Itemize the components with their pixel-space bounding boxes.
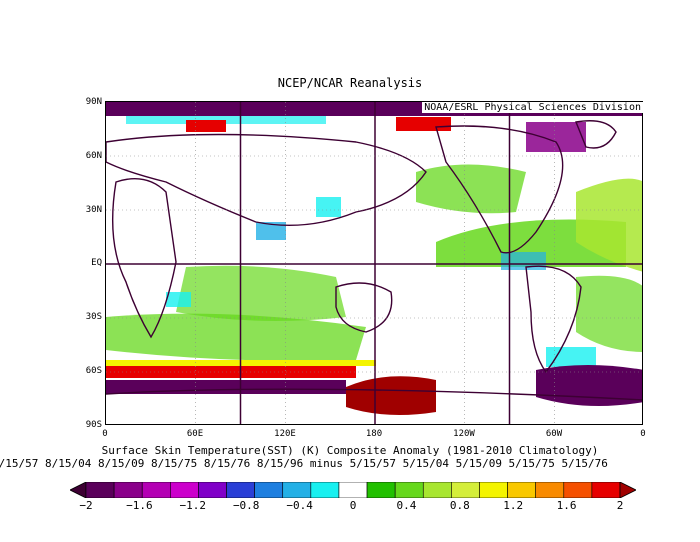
colorbar-swatch xyxy=(422,482,452,498)
cool-patch xyxy=(316,197,341,217)
colorbar-tick-label: 0.4 xyxy=(396,499,417,512)
colorbar-swatch xyxy=(366,482,396,498)
colorbar-swatch xyxy=(141,482,171,498)
cool-patch xyxy=(166,292,191,307)
plot-title: NCEP/NCAR Reanalysis xyxy=(277,76,423,90)
antarctica-outline xyxy=(106,388,642,401)
lon-label: 0 xyxy=(102,429,108,439)
lat-label: 90N xyxy=(85,97,102,107)
south-america-outline xyxy=(525,265,582,374)
colorbar-swatch xyxy=(591,482,621,498)
lon-label: 120E xyxy=(274,429,296,439)
caption-dates: 7/15/57 8/15/04 8/15/09 8/15/75 8/15/76 … xyxy=(0,457,608,470)
south-atlantic-warm xyxy=(576,275,642,352)
colorbar-swatch xyxy=(563,482,593,498)
lat-label: 60N xyxy=(85,151,102,161)
colorbar-swatch xyxy=(254,482,284,498)
colorbar-tick-label: −1.6 xyxy=(126,499,153,512)
colorbar-swatch xyxy=(394,482,424,498)
lon-label: 60W xyxy=(545,429,563,439)
colorbar-tick-label: 1.6 xyxy=(556,499,577,512)
lat-label: 30N xyxy=(85,205,102,215)
colorbar-swatch xyxy=(85,482,115,498)
colorbar-tick-label: −1.2 xyxy=(179,499,207,512)
map-svg xyxy=(106,102,642,424)
australia-outline xyxy=(335,282,393,333)
lat-label: 60S xyxy=(85,366,102,376)
cool-patch xyxy=(501,252,546,270)
colorbar-swatch xyxy=(282,482,312,498)
colorbar-swatch xyxy=(338,482,368,498)
colorbar xyxy=(70,482,636,498)
colorbar-tick-label: −0.4 xyxy=(286,499,313,512)
colorbar-swatch xyxy=(507,482,536,498)
colorbar-swatch xyxy=(451,482,480,498)
lon-label: 180 xyxy=(365,429,383,439)
colorbar-tick-label: 2 xyxy=(616,499,624,512)
lat-label: 30S xyxy=(85,312,102,322)
colorbar-swatch xyxy=(479,482,508,498)
caption-variable: Surface Skin Temperature(SST) (K) Compos… xyxy=(101,444,599,457)
lon-label: 60E xyxy=(186,429,204,439)
arctic-red-patch xyxy=(186,120,226,132)
colorbar-swatch xyxy=(113,482,143,498)
colorbar-tick-label: 0 xyxy=(349,499,357,512)
lat-label: EQ xyxy=(91,258,102,268)
credit-label: NOAA/ESRL Physical Sciences Division xyxy=(422,102,643,113)
africa-outline xyxy=(111,178,177,339)
coastlines xyxy=(106,120,642,401)
lon-label: 0 xyxy=(640,429,646,439)
anomaly-shading xyxy=(106,102,642,416)
greenland-outline xyxy=(575,120,617,149)
colorbar-tick-label: 0.8 xyxy=(449,499,470,512)
colorbar-tick-label: −2 xyxy=(79,499,93,512)
weddell-cold xyxy=(536,365,642,406)
arctic-red-patch xyxy=(396,117,451,131)
minor-grid xyxy=(106,102,642,424)
colorbar-swatch xyxy=(310,482,340,498)
colorbar-arrow-high xyxy=(619,482,636,498)
colorbar-tick-label: −0.8 xyxy=(232,499,260,512)
colorbar-tick-label: 1.2 xyxy=(503,499,524,512)
north-pacific-warm xyxy=(416,164,526,214)
anomaly-map xyxy=(105,101,643,425)
lat-label: 90S xyxy=(85,420,102,430)
colorbar-swatch xyxy=(198,482,227,498)
eurasia-outline xyxy=(106,133,427,227)
lon-label: 120W xyxy=(453,429,475,439)
ross-sea-warm xyxy=(346,376,436,416)
colorbar-arrow-low xyxy=(70,482,87,498)
cool-patch xyxy=(546,347,596,367)
north-america-outline xyxy=(435,125,564,254)
arctic-purple-patch xyxy=(526,122,586,152)
colorbar-swatch xyxy=(226,482,255,498)
antarctic-red-band xyxy=(106,364,356,378)
southern-ocean-warm xyxy=(106,313,366,361)
colorbar-swatch xyxy=(535,482,565,498)
colorbar-swatch xyxy=(170,482,199,498)
cool-patch xyxy=(256,222,286,240)
atlantic-warm xyxy=(576,178,642,272)
indian-ocean-warm xyxy=(176,265,346,321)
